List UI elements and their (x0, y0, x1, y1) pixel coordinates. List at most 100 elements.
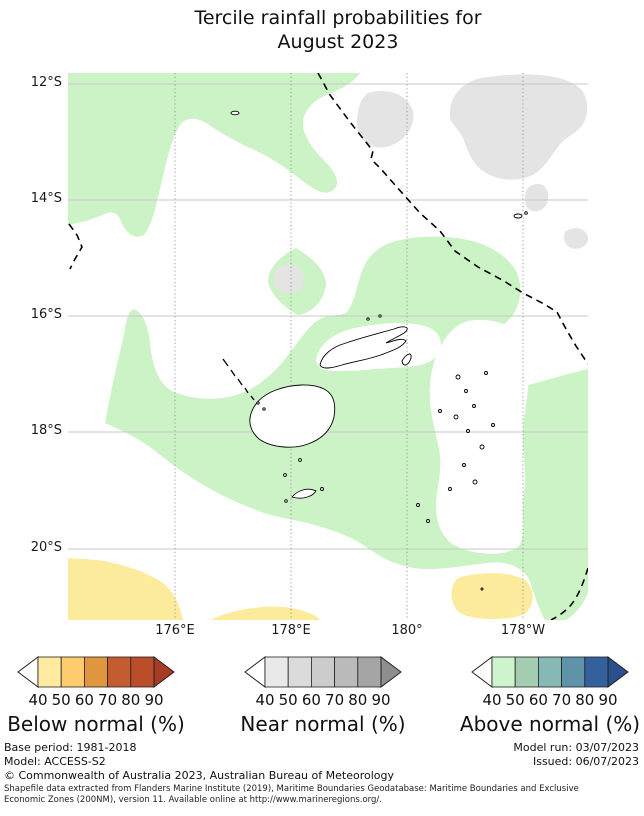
colorbar-label-below-normal: Below normal (%) (7, 712, 185, 736)
legend-tick-label: 70 (98, 691, 117, 709)
legend-tick-label: 60 (529, 691, 548, 709)
copyright-text: © Commonwealth of Australia 2023, Austra… (4, 769, 394, 782)
island-viti-levu (249, 384, 336, 448)
region-below-normal-sliver (210, 606, 320, 620)
legend-tick-label: 70 (325, 691, 344, 709)
legend-tick-label: 70 (552, 691, 571, 709)
island-group-lau (416, 371, 495, 591)
legend-segment (107, 656, 132, 688)
island-dot (298, 458, 302, 462)
lat-tick-14s: 14°S (30, 191, 62, 206)
legend-tick-label: 40 (255, 691, 274, 709)
region-near-normal-4 (563, 228, 589, 249)
island-futuna (513, 213, 523, 219)
lon-tick-178e: 178°E (271, 623, 311, 638)
island-dot (284, 499, 288, 503)
island-dot (378, 314, 382, 318)
region-near-normal-1 (356, 91, 414, 148)
shapefile-note-line1: Shapefile data extracted from Flanders M… (4, 784, 579, 794)
region-near-normal-5 (273, 264, 305, 294)
lat-tick-18s: 18°S (30, 423, 62, 438)
island-kadavu (291, 488, 317, 499)
region-near-normal-2 (449, 74, 588, 180)
shapefile-note-line2: Economic Zones (200NM), version 11. Avai… (4, 794, 382, 805)
island-vanua-levu (319, 326, 408, 369)
legend-segment (311, 656, 336, 688)
legend-tick-label: 80 (121, 691, 140, 709)
legend-segment (561, 656, 586, 688)
colorbar-label-above-normal: Above normal (%) (459, 712, 641, 736)
legend-segment (334, 656, 359, 688)
eez-boundary-southeast (550, 567, 589, 621)
legend-tick-label: 80 (348, 691, 367, 709)
legend-near-normal: 40 50 60 70 80 90 Near normal (%) (240, 656, 406, 766)
legend-tick-label: 40 (482, 691, 501, 709)
legend-tick-label: 50 (279, 691, 298, 709)
footer-right: Model run: 03/07/2023 Issued: 06/07/2023 (513, 741, 639, 768)
base-period-text: Base period: 1981-2018 (4, 741, 137, 754)
colorbar-above-normal: 40 50 60 70 80 90 (471, 656, 629, 709)
lat-tick-12s: 12°S (30, 75, 62, 90)
region-below-normal-southwest (68, 558, 183, 620)
legend-segment (130, 656, 155, 688)
white-bay-east (429, 319, 530, 554)
colorbar-below-normal: 40 50 60 70 80 90 (17, 656, 175, 709)
legend-segment (60, 656, 85, 688)
region-below-normal-southeast (451, 573, 533, 619)
legend-tick-label: 60 (75, 691, 94, 709)
legend-segment (37, 656, 62, 688)
legend-right-arrow (153, 656, 175, 688)
legend-left-arrow (471, 656, 493, 688)
gridlines-latitude (68, 83, 588, 550)
model-text: Model: ACCESS-S2 (4, 754, 106, 768)
lon-tick-178w: 178°W (500, 623, 546, 638)
legend-tick-label: 50 (506, 691, 525, 709)
region-above-normal-northwest (68, 73, 360, 237)
island-dot (320, 487, 324, 491)
legend-below-normal: 40 50 60 70 80 90 Below normal (%) (7, 656, 185, 766)
legend-tick-label: 60 (302, 691, 321, 709)
legend-segment (357, 656, 382, 688)
colorbar-label-near-normal: Near normal (%) (240, 712, 406, 736)
colorbar-near-normal: 40 50 60 70 80 90 (244, 656, 402, 709)
map-panel (68, 72, 589, 621)
issued-text: Issued: 06/07/2023 (532, 754, 639, 768)
legend-segment (538, 656, 563, 688)
island-chain-yasawa (222, 358, 255, 401)
model-run-text: Model run: 03/07/2023 (513, 741, 639, 754)
legend-segment (84, 656, 109, 688)
title-line2: August 2023 (277, 31, 399, 53)
island-dot (256, 401, 260, 405)
eez-boundary-main (317, 72, 589, 365)
map-canvas (68, 72, 589, 621)
island-taveuni (401, 353, 412, 366)
title-line1: Tercile rainfall probabilities for (194, 7, 482, 29)
island-dot (366, 317, 370, 321)
island-dot (524, 211, 528, 215)
legend-left-arrow (244, 656, 266, 688)
footer-left: Base period: 1981-2018 Model: ACCESS-S2 (4, 741, 136, 768)
legend-tick-label: 90 (371, 691, 390, 709)
legend-tick-label: 90 (144, 691, 163, 709)
lon-tick-180: 180° (391, 623, 423, 638)
legend-left-arrow (17, 656, 39, 688)
eez-boundary-line (68, 72, 589, 621)
shapefile-note: Shapefile data extracted from Flanders M… (4, 784, 579, 805)
island-dot (283, 473, 287, 477)
legend-tick-label: 80 (575, 691, 594, 709)
lat-tick-20s: 20°S (30, 540, 62, 555)
legend-tick-label: 90 (598, 691, 617, 709)
legend-above-normal: 40 50 60 70 80 90 Above normal (%) (460, 656, 640, 766)
legend-segment (584, 656, 609, 688)
legend-tick-label: 40 (28, 691, 47, 709)
region-near-normal-3 (524, 183, 549, 212)
legend-segment (287, 656, 312, 688)
eez-boundary-west-fragment (68, 223, 83, 270)
island-dot (262, 407, 266, 411)
legend-segment (491, 656, 516, 688)
legend-segment (514, 656, 539, 688)
lat-tick-16s: 16°S (30, 307, 62, 322)
legend-tick-label: 50 (52, 691, 71, 709)
figure-title: Tercile rainfall probabilities for Augus… (16, 6, 644, 54)
